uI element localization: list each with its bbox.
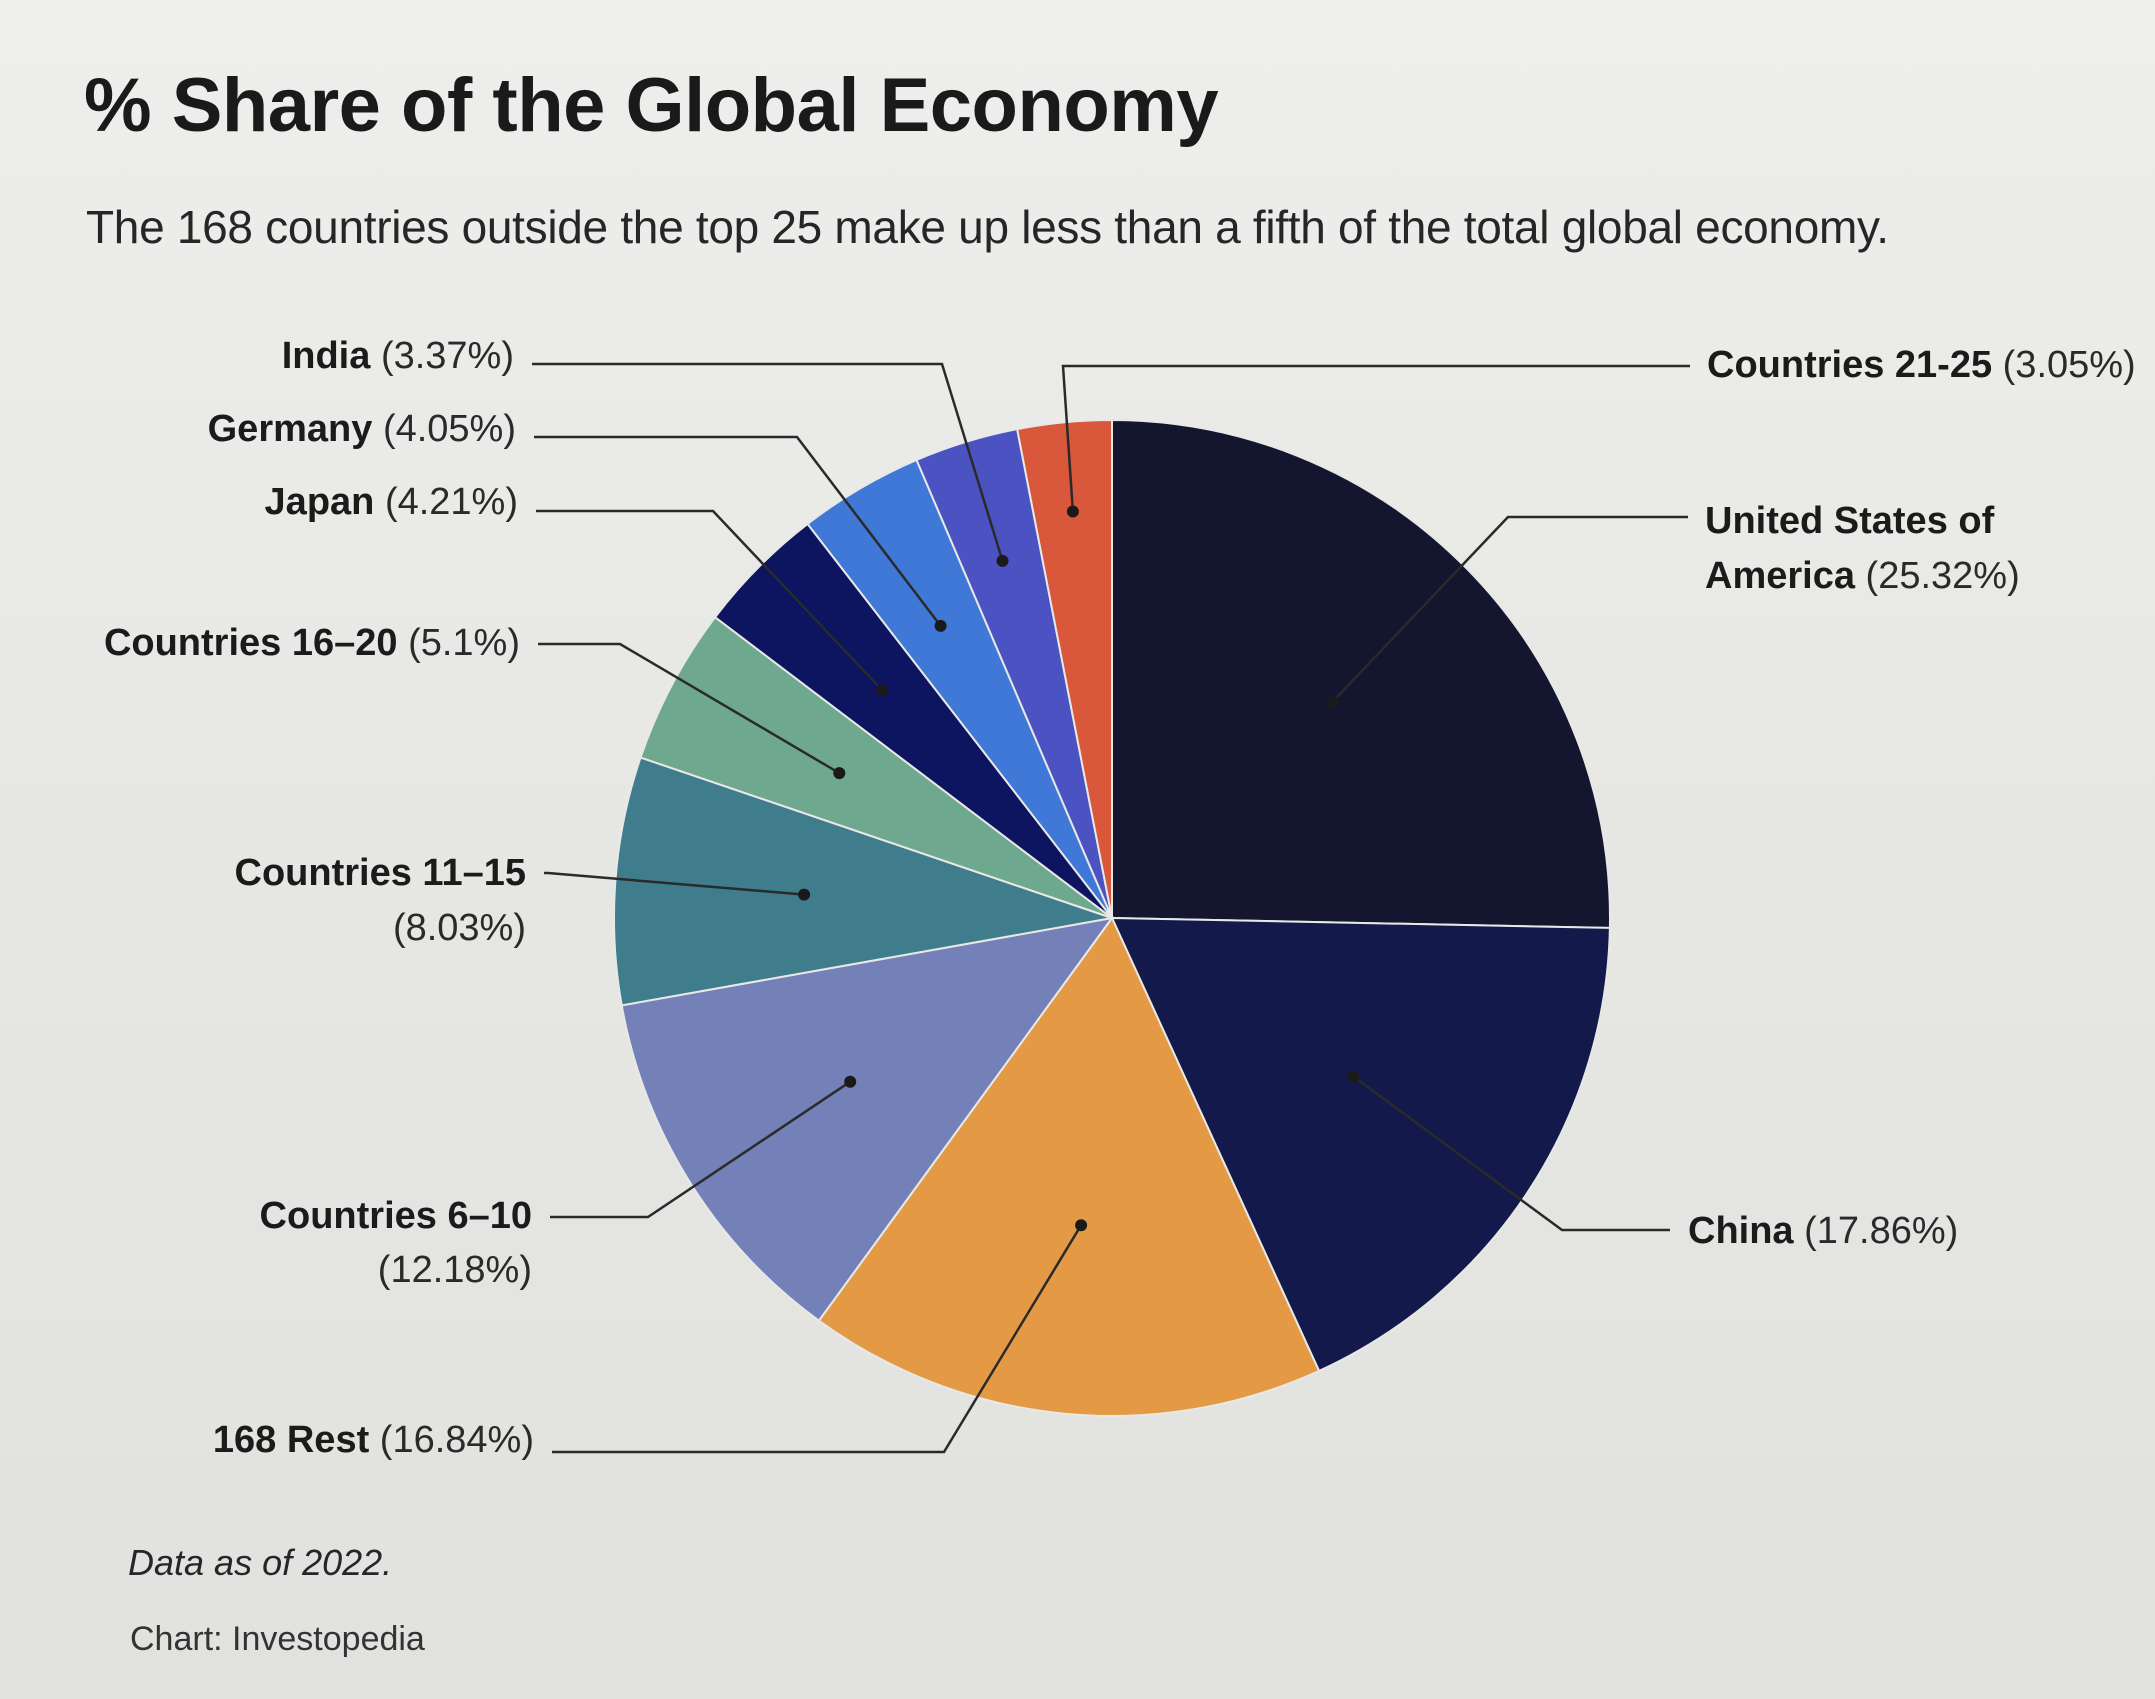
leader-line-168-rest (552, 1224, 1083, 1454)
slice-labels: United States of America (25.32%) China (1… (104, 335, 2136, 1461)
slice-label-168-rest: 168 Rest (16.84%) (213, 1419, 534, 1461)
slice-label-india: India (3.37%) (282, 335, 514, 377)
data-note: Data as of 2022. (128, 1542, 393, 1583)
slice-label-japan: Japan (4.21%) (265, 481, 518, 523)
leader-dot-india (996, 554, 1009, 567)
slice-label-countries-16-20: Countries 16–20 (5.1%) (104, 622, 520, 664)
slice-label-name: Countries 11–15 (235, 852, 526, 894)
slice-label-text: Germany (4.05%) (208, 408, 516, 450)
slice-label-countries-21-25: Countries 21-25 (3.05%) (1707, 344, 2136, 386)
pie-slice-168-rest (817, 916, 1321, 1417)
slice-label-united-states-of-america: United States of America (25.32%) (1705, 500, 2020, 597)
leader-line-countries-16-20 (538, 642, 840, 775)
leader-dot-china (1347, 1070, 1360, 1083)
leader-line-countries-21-25 (1061, 364, 1690, 512)
slice-label-text: Japan (4.21%) (265, 481, 518, 523)
leader-line-germany (534, 435, 942, 627)
chart-source: Chart: Investopedia (130, 1620, 425, 1658)
slice-label-countries-11-15: Countries 11–15 (8.03%) (235, 852, 526, 949)
leader-line-india (532, 362, 1004, 562)
leader-lines (532, 362, 1690, 1454)
leader-dot-countries-11-15 (798, 888, 811, 901)
pie-slice-united-states-of-america (1111, 418, 1611, 929)
chart-subtitle: The 168 countries outside the top 25 mak… (86, 201, 1889, 253)
leader-dot-united-states-of-america (1326, 695, 1339, 708)
leader-line-china (1352, 1075, 1670, 1232)
leader-dot-countries-6-10 (844, 1075, 857, 1088)
leader-line-united-states-of-america (1331, 515, 1688, 703)
slice-label-name: United States of (1705, 500, 1995, 542)
slice-label-text: 168 Rest (16.84%) (213, 1419, 534, 1461)
leader-dot-countries-21-25 (1066, 505, 1079, 518)
chart-title: % Share of the Global Economy (84, 63, 1219, 148)
leader-dot-japan (876, 684, 889, 697)
pie-slice-countries-11-15 (613, 756, 1113, 1007)
slice-label-text: Countries 16–20 (5.1%) (104, 622, 520, 664)
slice-label-value: (8.03%) (393, 907, 526, 949)
slice-label-countries-6-10: Countries 6–10 (12.18%) (260, 1195, 532, 1291)
pie-slice-china (1110, 916, 1611, 1373)
leader-line-countries-6-10 (550, 1080, 851, 1219)
leader-dot-countries-16-20 (833, 767, 846, 780)
slice-label-name: Countries 6–10 (260, 1195, 532, 1237)
slice-label-germany: Germany (4.05%) (208, 408, 516, 450)
leader-line-japan (536, 509, 884, 692)
slice-label-text: China (17.86%) (1688, 1210, 1958, 1252)
slice-label-value: (12.18%) (378, 1249, 532, 1291)
slice-label-text: India (3.37%) (282, 335, 514, 377)
slice-label-china: China (17.86%) (1688, 1210, 1958, 1252)
leader-dot-168-rest (1075, 1219, 1088, 1232)
slice-label-name-value: America (25.32%) (1705, 555, 2020, 597)
leader-line-countries-11-15 (544, 871, 805, 896)
slice-label-text: Countries 21-25 (3.05%) (1707, 344, 2136, 386)
pie-slice-countries-16-20 (639, 615, 1113, 919)
pie-slices (613, 418, 1611, 1417)
pie-slice-countries-6-10 (620, 916, 1115, 1323)
pie-slice-countries-21-25 (1015, 418, 1113, 919)
leader-dot-germany (934, 619, 947, 632)
